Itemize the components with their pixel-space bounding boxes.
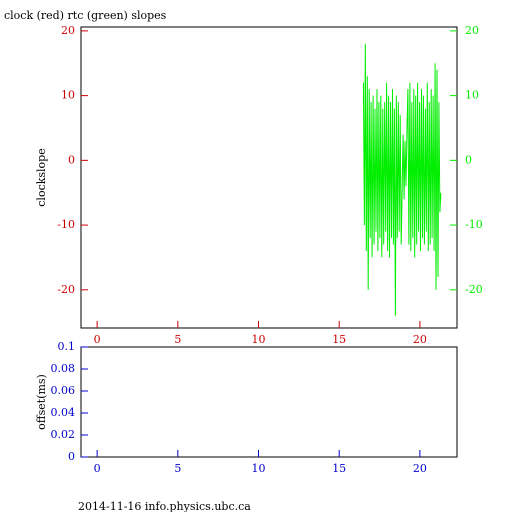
x-tick-label: 10 [252,462,266,475]
x-tick-label: 5 [174,333,181,346]
y-tick-label: 0.04 [51,406,76,419]
y2-tick-label: -10 [465,218,483,231]
x-tick-label: 10 [252,333,266,346]
x-tick-label: 15 [332,333,346,346]
data-line [362,43,442,316]
y-tick-label: 0.02 [51,428,76,441]
y-tick-label: 10 [61,89,75,102]
y-tick-label: 0.06 [51,384,76,397]
y-tick-label: 0 [68,153,75,166]
y-axis-label: clockslope [35,148,48,206]
x-tick-label: 0 [94,462,101,475]
y2-tick-label: -20 [465,283,483,296]
y-tick-label: 0.1 [58,340,76,353]
chart-title: clock (red) rtc (green) slopes [4,9,167,22]
y2-tick-label: 20 [465,24,479,37]
footer: 2014-11-16 info.physics.ubc.ca [78,500,251,512]
y-tick-label: -10 [57,218,75,231]
y-tick-label: -20 [57,283,75,296]
x-tick-label: 20 [413,462,427,475]
y-tick-label: 20 [61,24,75,37]
y-axis-label: offset(ms) [35,374,48,430]
plot-frame [80,346,458,458]
x-tick-label: 5 [174,462,181,475]
y2-tick-label: 0 [465,153,472,166]
x-tick-label: 15 [332,462,346,475]
y-tick-label: 0 [68,450,75,463]
x-tick-label: 20 [413,333,427,346]
x-tick-label: 0 [94,333,101,346]
plot-frame [80,26,458,329]
y2-tick-label: 10 [465,89,479,102]
y-tick-label: 0.08 [51,362,76,375]
